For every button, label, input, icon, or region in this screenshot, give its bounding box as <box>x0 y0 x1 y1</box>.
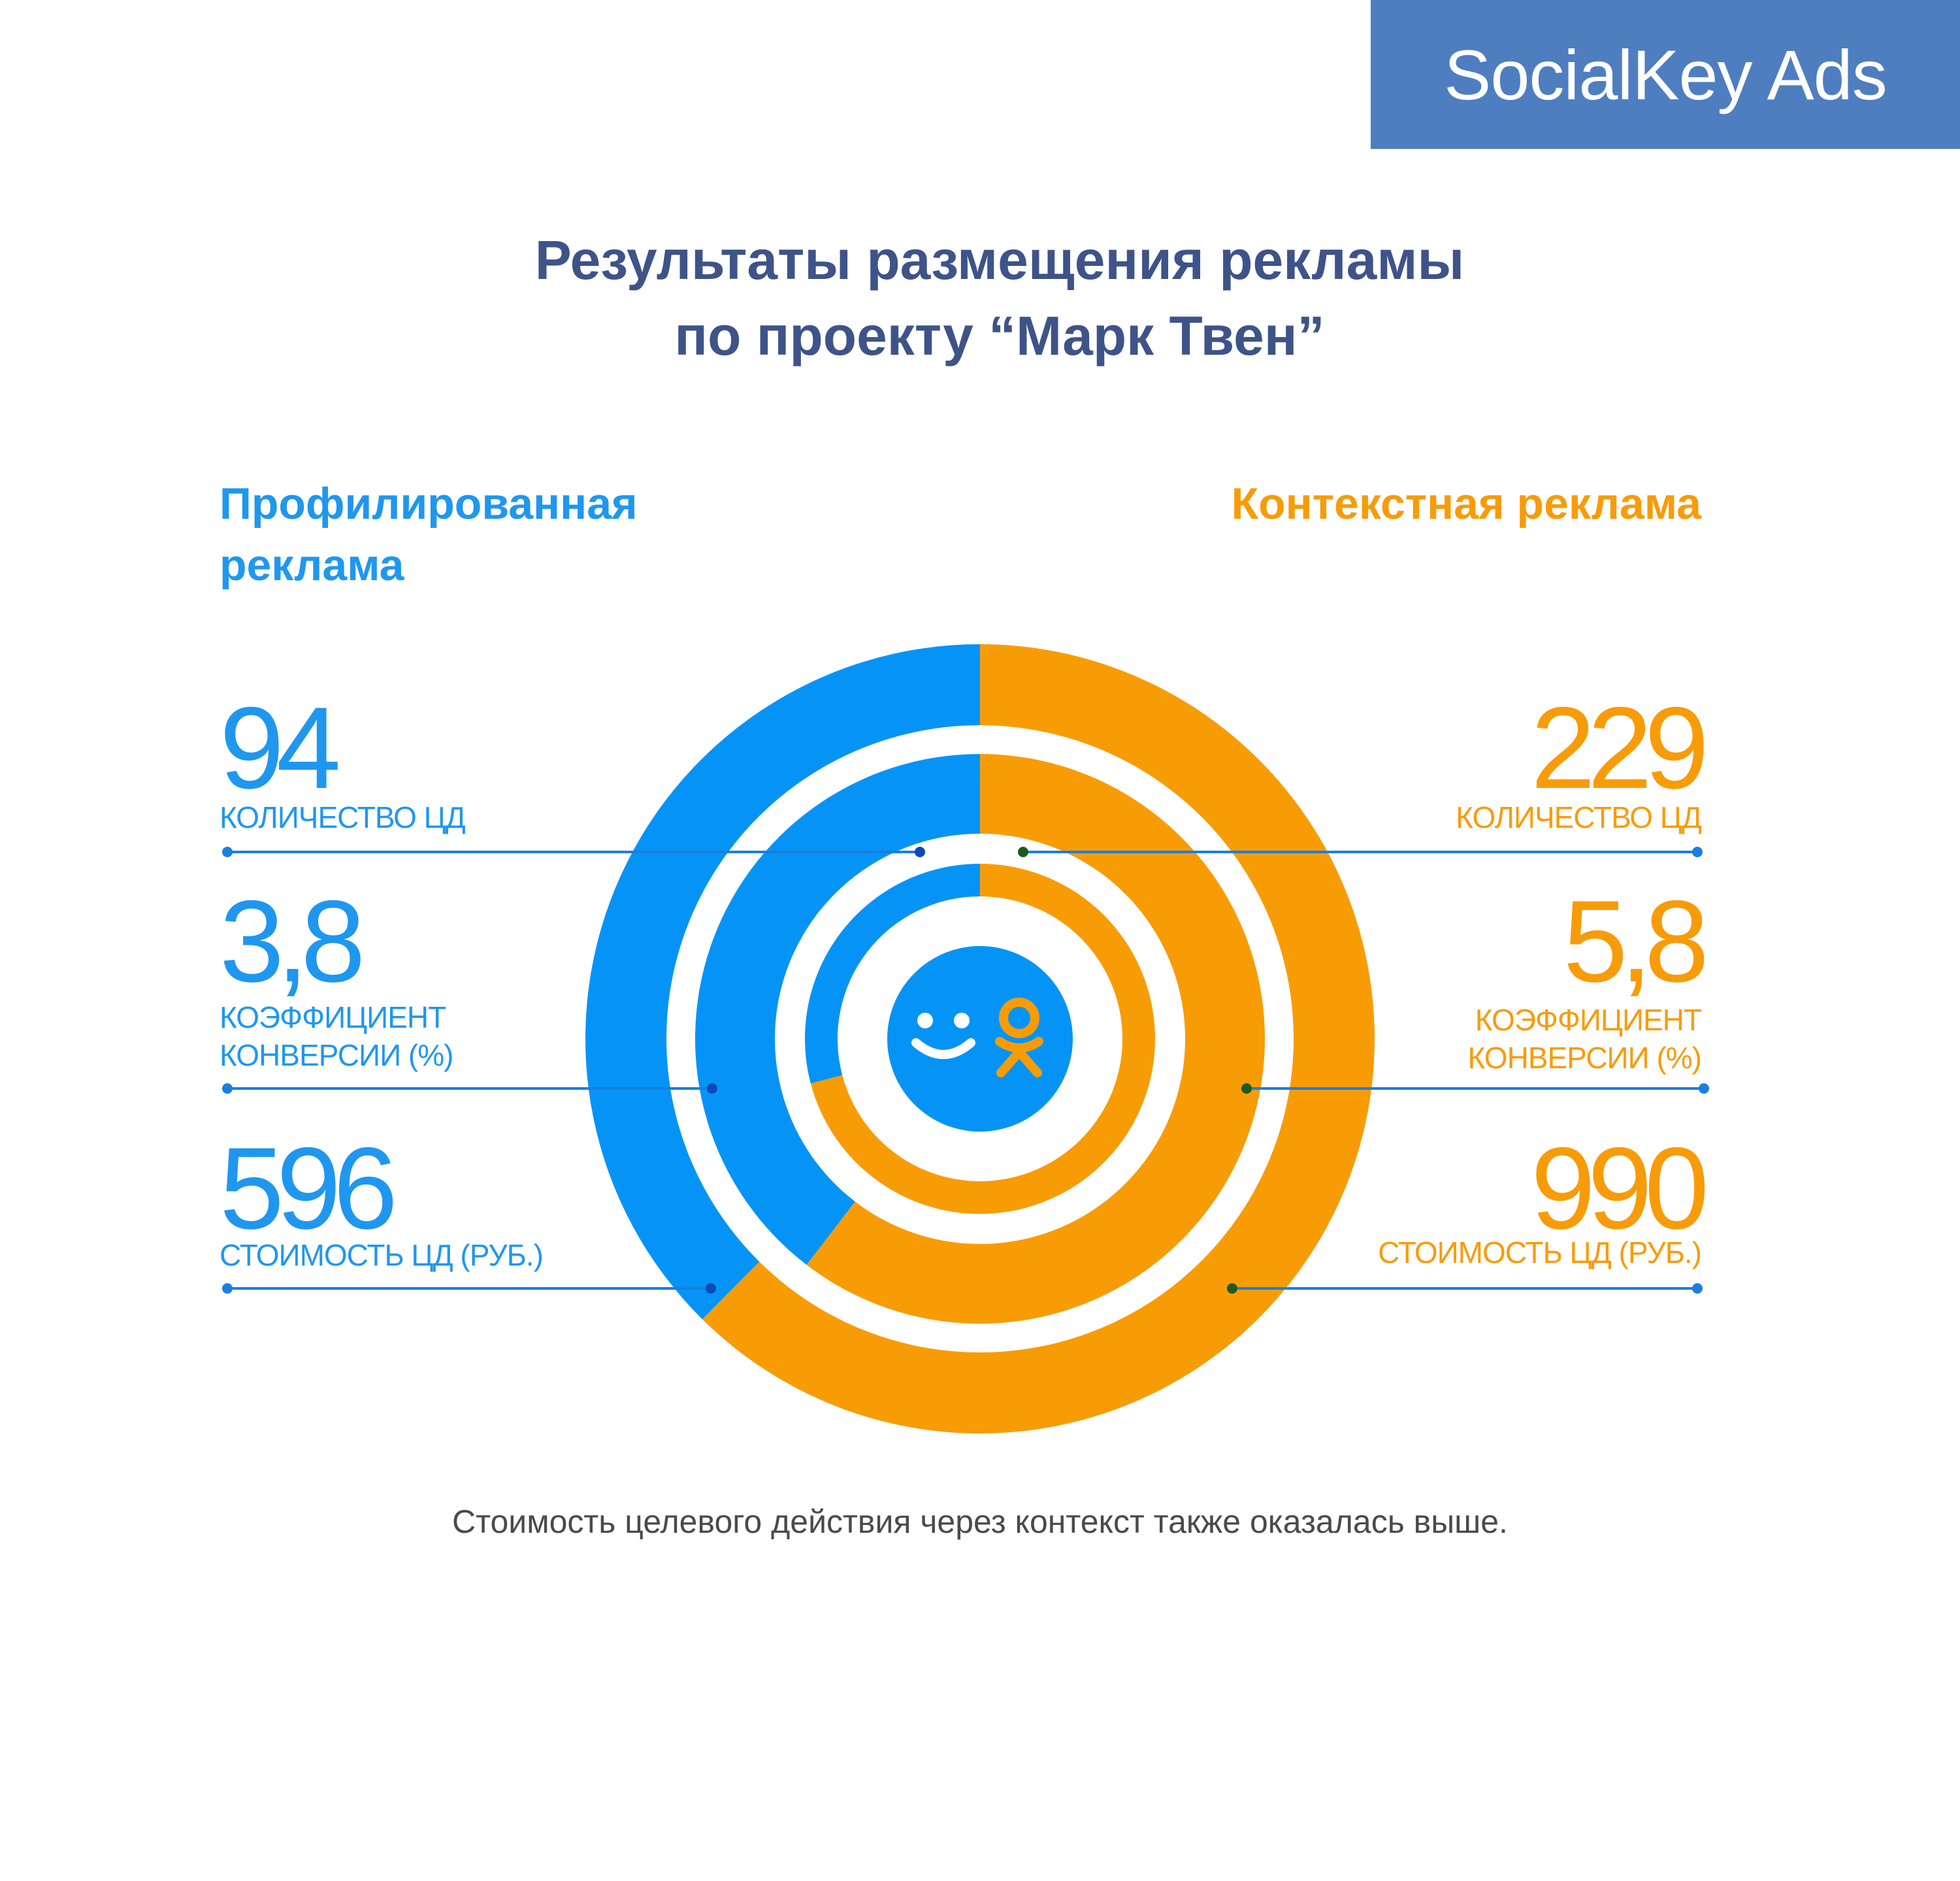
leader-dot-contextual-outer-conversion <box>1699 1083 1709 1094</box>
ring-cost-contextual-arc <box>702 644 1375 1433</box>
contextual-conversion-label: КОЭФФИЦИЕНТ КОНВЕРСИИ (%) <box>1467 1001 1702 1077</box>
contextual-count-label: КОЛИЧЕСТВО ЦД <box>1456 800 1702 834</box>
profiled-cost-value: 596 <box>220 1123 398 1253</box>
title-line-1: Результаты размещения рекламы <box>534 229 1465 291</box>
profiled-count-value: 94 <box>220 683 341 813</box>
contextual-count-value: 229 <box>1531 683 1709 813</box>
leader-dot-profiled-outer-count <box>222 847 233 857</box>
page-title: Результаты размещения рекламы по проекту… <box>0 222 1960 374</box>
conversion-label-line2: КОНВЕРСИИ (%) <box>1467 1041 1702 1075</box>
leader-dot-contextual-outer-count <box>1692 847 1703 857</box>
series-title-profiled-line1: Профилированная <box>220 479 638 529</box>
profiled-cost-label: СТОИМОСТЬ ЦД (РУБ.) <box>220 1238 544 1272</box>
conversion-label-line2: КОНВЕРСИИ (%) <box>220 1038 453 1072</box>
leader-dot-profiled-inner-count <box>915 847 925 857</box>
conversion-label-line1: КОЭФФИЦИЕНТ <box>1475 1003 1702 1037</box>
conversion-label-line1: КОЭФФИЦИЕНТ <box>220 1000 446 1034</box>
leader-dot-profiled-outer-cost <box>222 1283 233 1294</box>
leader-dot-contextual-inner-count <box>1018 847 1028 857</box>
leader-dot-contextual-inner-cost <box>1227 1283 1237 1294</box>
footer-note: Стоимость целевого действия через контек… <box>452 1503 1508 1540</box>
series-title-profiled-line2: реклама <box>220 540 404 590</box>
series-title-contextual: Контекстная реклама <box>1231 479 1701 529</box>
title-line-2: по проекту “Марк Твен” <box>674 305 1325 367</box>
contextual-cost-value: 990 <box>1531 1123 1709 1253</box>
center-badge <box>887 946 1073 1132</box>
leader-dot-contextual-inner-conversion <box>1241 1083 1252 1094</box>
profiled-conversion-label: КОЭФФИЦИЕНТ КОНВЕРСИИ (%) <box>220 998 453 1074</box>
profiled-conversion-value: 3,8 <box>220 876 365 1006</box>
leader-dot-profiled-outer-conversion <box>222 1083 233 1094</box>
odnoklassniki-icon <box>995 998 1043 1077</box>
leader-dot-contextual-outer-cost <box>1692 1283 1703 1294</box>
leader-dot-profiled-inner-cost <box>706 1283 716 1294</box>
ring-cost-profiled-arc <box>585 644 980 1320</box>
ring-conversion-contextual-arc <box>806 754 1265 1324</box>
ring-conversion-profiled-arc <box>694 754 980 1265</box>
profiled-count-label: КОЛИЧЕСТВО ЦД <box>220 800 466 834</box>
ring-count-profiled-arc <box>805 864 980 1084</box>
series-title-profiled: Профилированная реклама <box>220 473 638 596</box>
brand-logo: SocialKey Ads <box>1371 0 1960 149</box>
leader-dot-profiled-inner-conversion <box>707 1083 717 1094</box>
smile-icon <box>911 1013 975 1059</box>
contextual-cost-label: СТОИМОСТЬ ЦД (РУБ.) <box>1378 1235 1702 1269</box>
contextual-conversion-value: 5,8 <box>1563 876 1709 1006</box>
